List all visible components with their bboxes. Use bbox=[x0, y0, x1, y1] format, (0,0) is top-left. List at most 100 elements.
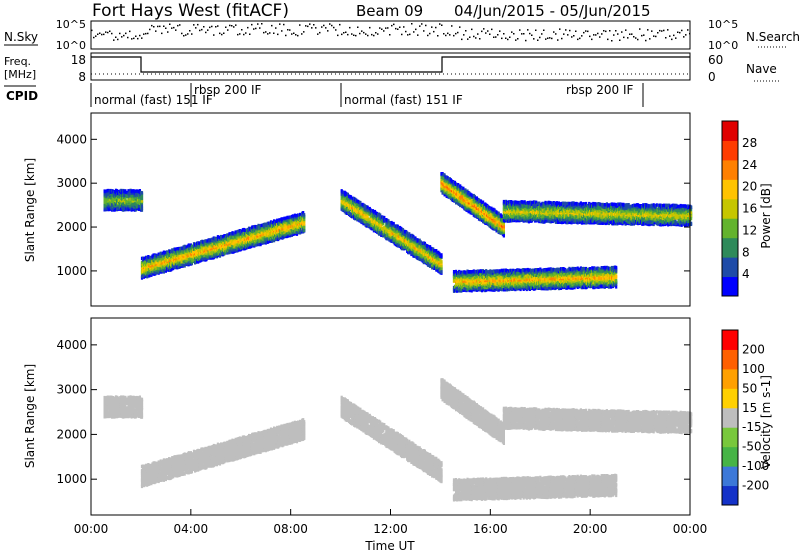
nsky-point bbox=[451, 25, 453, 27]
nsky-point bbox=[335, 29, 337, 31]
nsky-point bbox=[133, 37, 135, 40]
nsky-point bbox=[615, 30, 617, 32]
nsky-point bbox=[497, 34, 499, 36]
nsky-point bbox=[689, 32, 691, 35]
nsky-point bbox=[163, 25, 165, 27]
nsky-point bbox=[91, 29, 93, 32]
nsky-point bbox=[617, 33, 619, 35]
power-cell bbox=[140, 208, 144, 212]
nsky-point bbox=[431, 26, 433, 28]
nsky-point bbox=[215, 26, 217, 28]
power-cell bbox=[224, 251, 227, 255]
power-cell bbox=[190, 249, 193, 253]
nsky-point bbox=[263, 31, 265, 34]
freq-tick-top: 18 bbox=[71, 53, 86, 67]
power-cell bbox=[123, 207, 126, 212]
power-cell bbox=[230, 242, 233, 247]
nsky-point bbox=[367, 34, 369, 37]
nsky-point bbox=[675, 37, 677, 39]
power-cell bbox=[201, 251, 204, 255]
nsky-point bbox=[553, 31, 555, 33]
power-cell bbox=[149, 255, 152, 260]
nsky-point bbox=[303, 31, 305, 33]
nsky-point bbox=[347, 33, 349, 36]
nsky-point bbox=[677, 31, 679, 33]
nsky-point bbox=[207, 29, 209, 31]
nsky-point bbox=[95, 35, 97, 37]
nsky-point bbox=[305, 25, 307, 27]
nsky-tick-bottom: 10^0 bbox=[56, 39, 86, 52]
nsky-point bbox=[569, 29, 571, 32]
nsky-point bbox=[385, 27, 387, 29]
nsky-point bbox=[105, 31, 107, 33]
nsky-point bbox=[627, 37, 629, 39]
nsearch-label: N.Search bbox=[746, 30, 800, 44]
nsky-point bbox=[355, 34, 357, 37]
nsky-point bbox=[309, 23, 311, 25]
power-cell bbox=[408, 232, 411, 236]
nsky-point bbox=[499, 30, 501, 32]
power-cell bbox=[200, 244, 203, 248]
nsky-point bbox=[329, 23, 331, 25]
nsky-point bbox=[657, 32, 659, 34]
nsky-point bbox=[573, 35, 575, 37]
nsky-point bbox=[411, 23, 413, 25]
nsky-point bbox=[535, 29, 537, 31]
nsky-point bbox=[113, 39, 115, 41]
nsky-point bbox=[523, 33, 525, 35]
nsky-point bbox=[601, 33, 603, 35]
nsky-point bbox=[137, 37, 139, 40]
nsky-point bbox=[651, 30, 653, 32]
nsky-point bbox=[409, 33, 411, 36]
power-cell bbox=[379, 213, 382, 217]
nsky-point bbox=[233, 26, 235, 28]
power-cell bbox=[299, 212, 302, 217]
power-cell bbox=[170, 250, 173, 254]
nsky-point bbox=[585, 30, 587, 32]
nsky-point bbox=[397, 28, 399, 30]
nsky-point bbox=[217, 25, 219, 27]
power-cell bbox=[201, 256, 204, 261]
power-cell bbox=[187, 252, 190, 256]
nsky-point bbox=[525, 39, 527, 42]
nsky-point bbox=[343, 32, 345, 34]
nsky-point bbox=[599, 36, 601, 38]
nsky-point bbox=[225, 26, 227, 28]
nsky-point bbox=[313, 24, 315, 26]
nsky-point bbox=[321, 26, 323, 28]
power-cell bbox=[538, 201, 541, 205]
power-cell bbox=[106, 201, 109, 205]
nsky-point bbox=[153, 26, 155, 28]
power-cell bbox=[161, 257, 164, 261]
nsky-point bbox=[395, 27, 397, 30]
power-cell bbox=[227, 235, 230, 240]
nsky-point bbox=[681, 29, 683, 32]
cpid-mode-1: normal (fast) 151 IF bbox=[94, 93, 213, 107]
nsky-point bbox=[251, 23, 253, 26]
nsky-point bbox=[159, 25, 161, 28]
nsky-point bbox=[139, 34, 141, 37]
nsky-point bbox=[481, 30, 483, 33]
nsky-point bbox=[171, 27, 173, 29]
nsky-point bbox=[391, 24, 393, 27]
nsky-point bbox=[459, 26, 461, 28]
nsky-point bbox=[111, 32, 113, 35]
power-cell bbox=[161, 265, 164, 269]
nsky-point bbox=[219, 32, 221, 35]
nsky-point bbox=[195, 27, 197, 29]
nsky-point bbox=[629, 33, 631, 35]
nsky-point bbox=[679, 31, 681, 34]
power-cell bbox=[161, 254, 164, 258]
nsky-point bbox=[381, 28, 383, 30]
nsky-point bbox=[235, 24, 237, 26]
nsky-point bbox=[349, 26, 351, 29]
nsky-point bbox=[229, 24, 231, 27]
nsky-point bbox=[291, 33, 293, 35]
power-cell bbox=[123, 189, 126, 194]
nsky-point bbox=[527, 29, 529, 31]
power-cell bbox=[183, 264, 186, 268]
nsky-point bbox=[665, 37, 667, 39]
nsky-point bbox=[549, 37, 551, 39]
nsky-point bbox=[403, 26, 405, 28]
power-cell bbox=[286, 215, 289, 220]
